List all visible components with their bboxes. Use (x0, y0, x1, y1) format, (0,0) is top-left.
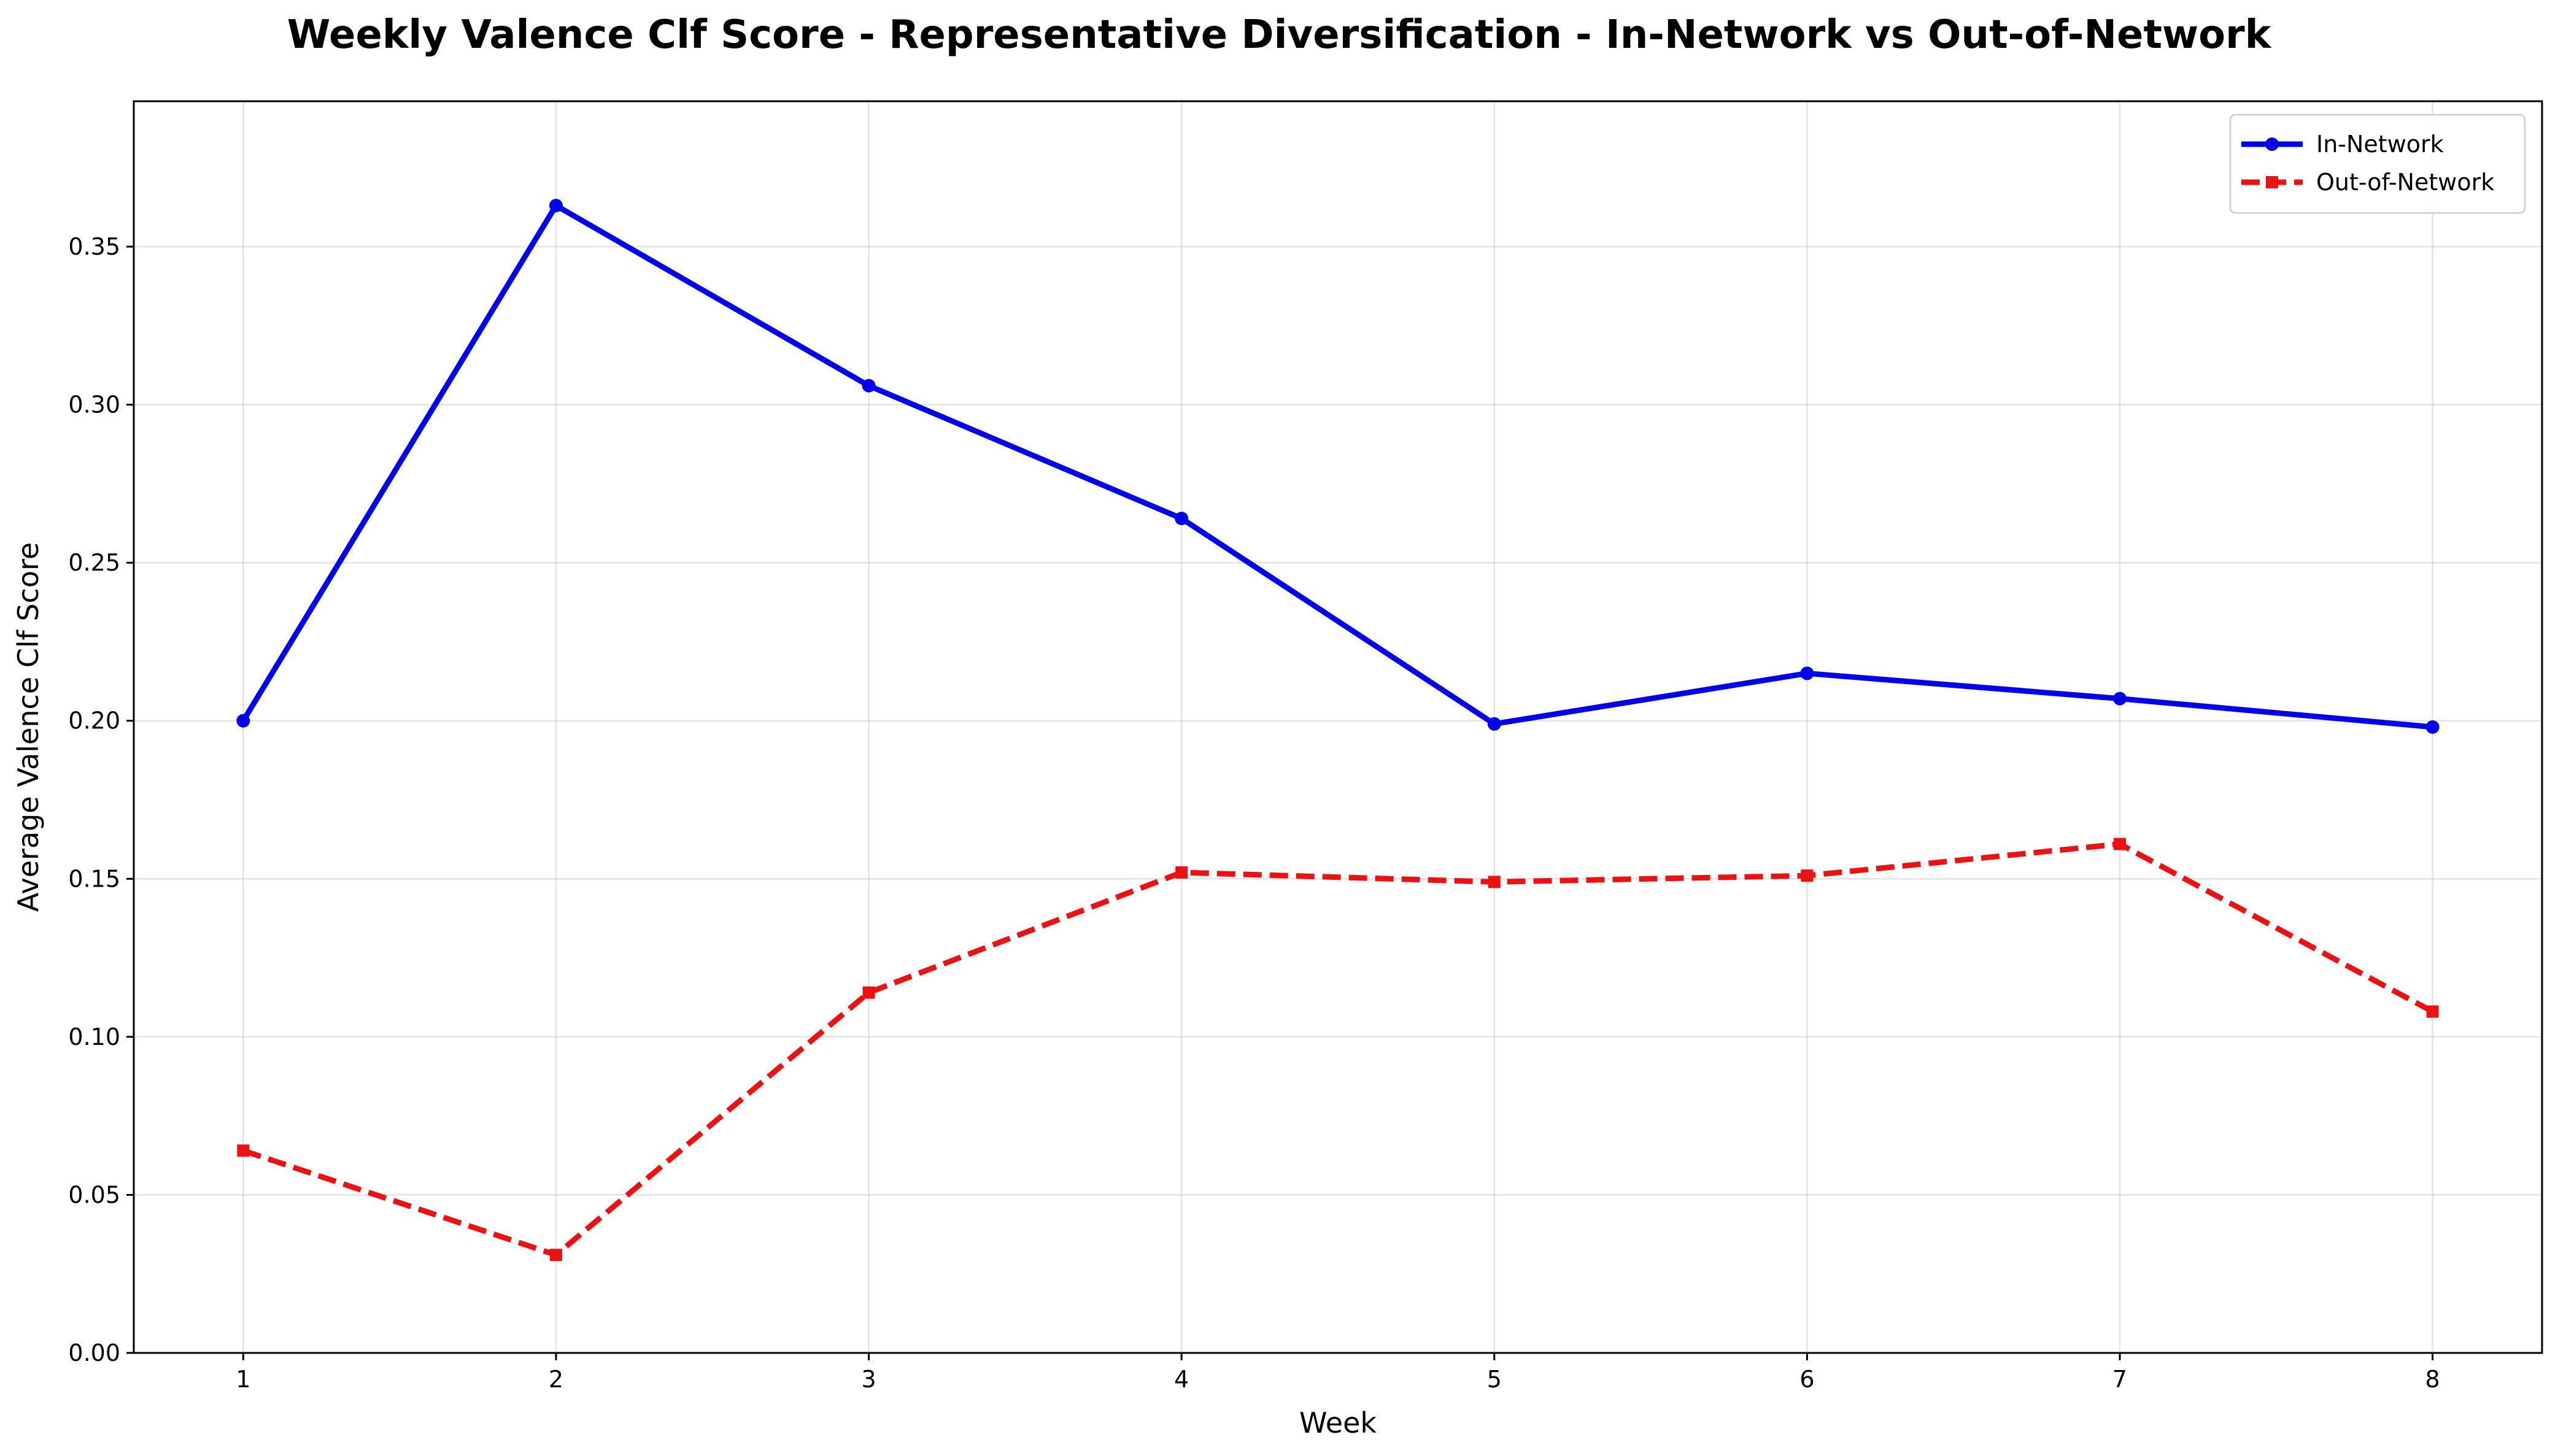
legend-marker-out-of-network (2266, 176, 2278, 188)
plot-series (236, 199, 2440, 1261)
chart-title: Weekly Valence Clf Score - Representativ… (287, 12, 2272, 58)
data-point-out-of-network (549, 1249, 562, 1261)
x-tick-label: 1 (236, 1366, 250, 1393)
y-tick-label: 0.05 (68, 1181, 120, 1208)
data-point-in-network (2425, 720, 2440, 734)
y-axis: 0.00 0.05 0.10 0.15 0.20 0.25 0.30 0.35 (68, 233, 134, 1366)
x-tick-label: 4 (1174, 1366, 1189, 1393)
series-line-in-network (240, 202, 2436, 730)
data-point-out-of-network (2426, 1005, 2439, 1018)
y-tick-label: 0.15 (68, 865, 120, 892)
data-point-out-of-network (2114, 838, 2127, 850)
legend-box (2229, 114, 2526, 214)
plot-area-frame (133, 100, 2543, 1354)
x-tick-label: 7 (2112, 1366, 2127, 1393)
x-tick-label: 5 (1487, 1366, 1502, 1393)
data-point-in-network (236, 714, 250, 728)
chart-legend: In-Network Out-of-Network (2229, 114, 2526, 214)
data-point-in-network (1175, 512, 1189, 525)
data-point-out-of-network (237, 1144, 250, 1157)
series-line-out-of-network (242, 841, 2434, 1258)
data-point-in-network (1487, 717, 1501, 731)
data-point-out-of-network (1175, 866, 1188, 879)
data-point-out-of-network (1488, 876, 1501, 888)
data-point-out-of-network (1801, 869, 1814, 882)
series-in-network (236, 199, 2440, 734)
x-tick-label: 3 (861, 1366, 876, 1393)
y-tick-label: 0.25 (68, 549, 120, 576)
data-point-in-network (1800, 666, 1814, 680)
y-tick-label: 0.00 (68, 1339, 120, 1366)
legend-label-in-network: In-Network (2316, 131, 2444, 158)
y-tick-label: 0.30 (68, 391, 120, 418)
legend-marker-in-network (2265, 137, 2279, 151)
y-tick-label: 0.20 (68, 707, 120, 734)
x-axis: 1 2 3 4 5 6 7 8 (236, 1353, 2440, 1393)
x-tick-label: 6 (1799, 1366, 1814, 1393)
y-axis-label: Average Valence Clf Score (12, 542, 45, 912)
x-tick-label: 8 (2425, 1366, 2440, 1393)
series-out-of-network (237, 838, 2439, 1261)
legend-label-out-of-network: Out-of-Network (2316, 169, 2494, 196)
data-point-in-network (2113, 691, 2127, 706)
data-point-in-network (862, 379, 876, 393)
data-point-out-of-network (862, 986, 875, 999)
y-tick-label: 0.35 (68, 233, 120, 260)
data-point-in-network (549, 199, 563, 212)
x-axis-label: Week (1299, 1406, 1377, 1439)
grid-lines (134, 101, 2542, 1354)
x-tick-label: 2 (549, 1366, 563, 1393)
y-tick-label: 0.10 (68, 1023, 120, 1050)
